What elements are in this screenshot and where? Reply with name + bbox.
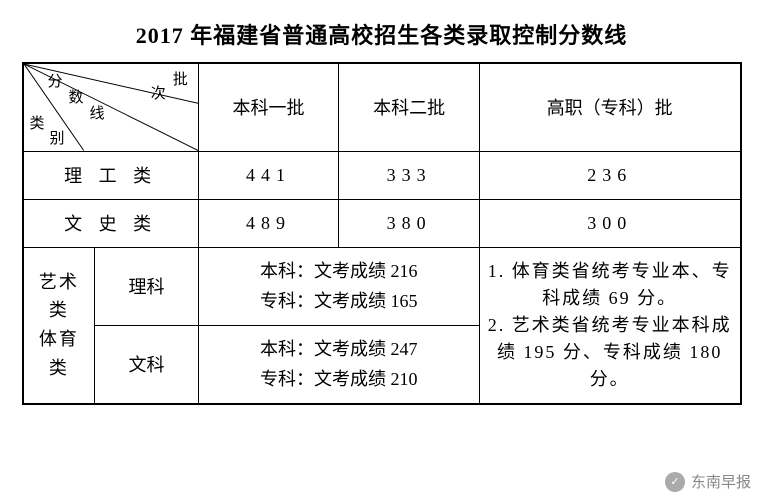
art-lib-line1: 本科：文考成绩 247 <box>205 334 473 365</box>
row-liberal-label: 文 史 类 <box>23 199 199 247</box>
art-sci-line2: 专科：文考成绩 165 <box>205 286 473 317</box>
liberal-b3: 300 <box>479 199 740 247</box>
art-lib-label: 文科 <box>95 325 198 404</box>
liberal-b2: 380 <box>339 199 480 247</box>
art-sci-scores: 本科：文考成绩 216 专科：文考成绩 165 <box>198 247 479 325</box>
header-batch1: 本科一批 <box>198 63 339 151</box>
corner-batch-2: 次 <box>151 82 166 103</box>
science-b2: 333 <box>339 151 480 199</box>
science-b1: 441 <box>198 151 339 199</box>
corner-batch-1: 批 <box>173 68 188 89</box>
art-lib-line2: 专科：文考成绩 210 <box>205 364 473 395</box>
corner-cell: 分 数 线 批 次 类 别 <box>23 63 199 151</box>
corner-score-3: 线 <box>90 102 105 123</box>
wechat-icon: ✓ <box>665 472 685 492</box>
score-table: 分 数 线 批 次 类 别 本科一批 本科二批 高职（专科）批 理 工 类 44… <box>22 62 742 405</box>
corner-category-1: 类 <box>30 112 45 133</box>
corner-category-2: 别 <box>50 127 65 148</box>
science-b3: 236 <box>479 151 740 199</box>
header-batch3: 高职（专科）批 <box>479 63 740 151</box>
art-sport-group: 艺术类 体育类 <box>23 247 95 404</box>
corner-score-1: 分 <box>48 70 63 91</box>
liberal-b1: 489 <box>198 199 339 247</box>
art-sport-group-label: 艺术类 体育类 <box>30 268 89 383</box>
art-lib-scores: 本科：文考成绩 247 专科：文考成绩 210 <box>198 325 479 404</box>
page-title: 2017 年福建省普通高校招生各类录取控制分数线 <box>0 0 763 62</box>
corner-score-2: 数 <box>69 86 84 107</box>
watermark-text: 东南早报 <box>691 471 751 492</box>
watermark: ✓ 东南早报 <box>665 471 751 492</box>
header-batch2: 本科二批 <box>339 63 480 151</box>
art-sci-label: 理科 <box>95 247 198 325</box>
art-sci-line1: 本科：文考成绩 216 <box>205 256 473 287</box>
row-science-label: 理 工 类 <box>23 151 199 199</box>
art-sport-note: 1. 体育类省统考专业本、专科成绩 69 分。 2. 艺术类省统考专业本科成绩 … <box>479 247 740 404</box>
